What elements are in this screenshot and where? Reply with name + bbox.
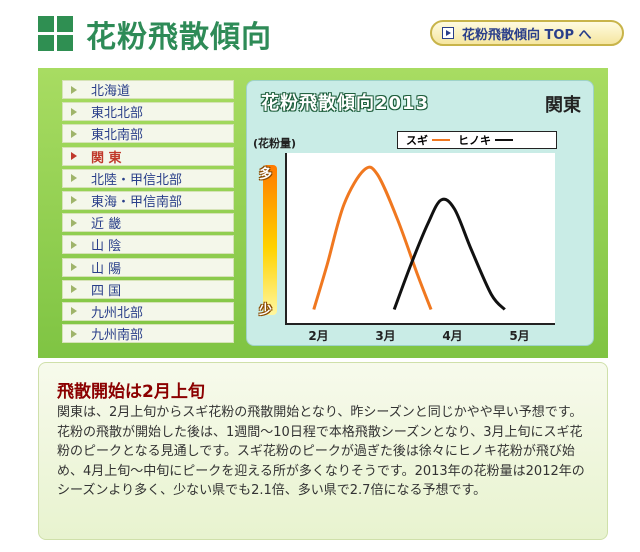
region-item[interactable]: 東北南部: [62, 124, 234, 144]
article-box: 飛散開始は2月上旬 関東は、2月上旬からスギ花粉の飛散開始となり、昨シーズンと同…: [38, 362, 608, 540]
chart-legend: スギ ヒノキ: [397, 131, 557, 149]
region-label: 山 陰: [91, 239, 122, 255]
top-link-label: 花粉飛散傾向 TOP へ: [462, 27, 592, 43]
region-item[interactable]: 九州南部: [62, 324, 234, 344]
region-item[interactable]: 東北北部: [62, 102, 234, 122]
region-item[interactable]: 北陸・甲信北部: [62, 168, 234, 188]
main-panel: 北海道東北北部東北南部関 東北陸・甲信北部 東海・甲信南部近 畿山 陰山 陽四 国…: [38, 68, 608, 358]
x-tick-label: 3月: [375, 329, 396, 343]
x-tick-label: 2月: [308, 329, 329, 343]
region-item[interactable]: 関 東: [62, 146, 234, 166]
article-heading: 飛散開始は2月上旬: [57, 382, 205, 402]
region-label: 山 陽: [91, 261, 122, 277]
region-item[interactable]: 近 畿: [62, 213, 234, 233]
region-list: 北海道東北北部東北南部関 東北陸・甲信北部 東海・甲信南部近 畿山 陰山 陽四 国…: [62, 80, 234, 346]
region-label: 関 東: [91, 150, 122, 166]
x-axis-ticks: 2月 3月 4月 5月: [285, 327, 553, 343]
series-line-1: [392, 197, 506, 311]
y-gradient-bar: [263, 165, 277, 315]
y-high-label: 多: [259, 167, 273, 182]
arrow-right-icon: [71, 285, 77, 294]
legend-label-hinoki: ヒノキ: [458, 134, 491, 147]
region-item[interactable]: 山 陽: [62, 257, 234, 277]
arrow-right-icon: [71, 196, 77, 205]
legend-swatch-hinoki: [495, 139, 513, 141]
arrow-right-icon: [71, 307, 77, 316]
chart-title: 花粉飛散傾向2013: [261, 93, 430, 114]
top-link-button[interactable]: 花粉飛散傾向 TOP へ: [430, 20, 624, 46]
plot-area: [285, 153, 555, 325]
article-body: 関東は、2月上旬からスギ花粉の飛散開始となり、昨シーズンと同じかやや早い予想です…: [57, 405, 585, 498]
region-label: 九州南部: [91, 328, 144, 344]
region-item[interactable]: 四 国: [62, 279, 234, 299]
play-icon: [442, 27, 454, 39]
region-label: 近 畿: [91, 217, 122, 233]
region-label: 東北北部: [91, 106, 144, 122]
arrow-right-icon: [71, 240, 77, 249]
arrow-right-icon: [71, 174, 77, 183]
region-label: 北海道: [91, 84, 131, 99]
arrow-right-icon: [71, 107, 77, 116]
arrow-right-icon: [71, 329, 77, 338]
region-item[interactable]: 東海・甲信南部: [62, 190, 234, 210]
x-tick-label: 5月: [509, 329, 530, 343]
arrow-right-icon: [71, 218, 77, 227]
legend-label-sugi: スギ: [406, 134, 428, 147]
region-item[interactable]: 北海道: [62, 80, 234, 99]
page-header: 花粉飛散傾向 花粉飛散傾向 TOP へ: [0, 0, 640, 68]
legend-swatch-sugi: [432, 139, 450, 141]
region-item[interactable]: 山 陰: [62, 235, 234, 255]
region-label: 九州北部: [91, 305, 144, 321]
y-axis-label: (花粉量): [253, 137, 297, 150]
arrow-right-icon: [71, 85, 77, 94]
region-label: 四 国: [91, 283, 122, 299]
arrow-right-icon: [71, 152, 77, 161]
arrow-right-icon: [71, 129, 77, 138]
y-low-label: 少: [259, 303, 273, 318]
region-label: 東海・甲信南部: [91, 194, 183, 210]
grid-logo-icon: [38, 16, 74, 52]
x-tick-label: 4月: [442, 329, 463, 343]
region-item[interactable]: 九州北部: [62, 301, 234, 321]
arrow-right-icon: [71, 263, 77, 271]
region-label: 東北南部: [91, 128, 144, 144]
chart-region: 関東: [545, 95, 581, 116]
page-title: 花粉飛散傾向: [86, 20, 272, 55]
region-label: 北陸・甲信北部: [91, 172, 183, 188]
series-line-0: [312, 165, 433, 311]
chart-frame: 花粉飛散傾向2013 関東 (花粉量) スギ ヒノキ 多 少 2月 3月 4月 5月: [246, 80, 594, 346]
